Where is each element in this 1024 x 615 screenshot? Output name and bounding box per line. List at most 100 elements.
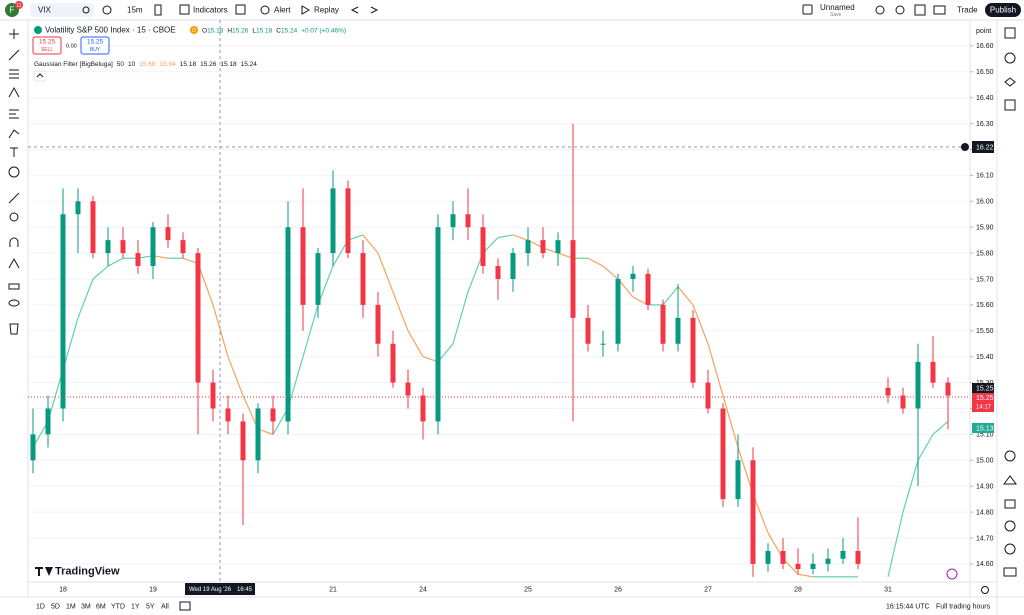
visibility-tool[interactable] [8,299,20,307]
compare-icon[interactable] [102,5,112,15]
x-tick-label: 24 [419,586,427,593]
publish-button[interactable] [985,3,1021,17]
candle-body [105,240,111,254]
x-tick-label: 25 [524,586,532,593]
candle-body [780,550,786,564]
text-tool[interactable] [10,147,18,157]
sell-button[interactable] [32,36,62,55]
layout-name[interactable]: Unnamed [820,3,855,12]
redo-icon[interactable] [370,6,379,14]
range-bar: 1D 5D 1M 3M 6M YTD 1Y 5Y All [36,603,169,610]
x-tick-label: 18 [59,586,67,593]
candle-body [615,278,621,344]
ideas-icon[interactable] [1003,475,1017,485]
trash-tool[interactable] [9,323,19,335]
candle-body [480,227,486,267]
templates-icon[interactable] [235,4,246,15]
last-price: 15.25 [976,385,994,392]
filter-value: 15.13 [976,425,994,432]
candle-body [810,563,816,570]
y-tick-label: 15.60 [976,302,994,309]
alert-button[interactable]: Alert [274,6,291,15]
objects-icon[interactable] [1004,77,1016,87]
candle-body [765,550,771,564]
y-tick-label: 15.40 [976,354,994,361]
session[interactable]: Full trading hours [936,603,991,610]
fib-tool[interactable] [9,69,19,79]
help-icon[interactable] [1004,520,1016,532]
snapshot-icon[interactable] [933,5,946,15]
candle-body [165,227,171,241]
range-button[interactable]: 1D [36,603,45,610]
event-icon[interactable] [946,568,958,580]
brush-tool[interactable] [8,129,20,139]
undo-icon[interactable] [350,6,359,14]
avatar-letter: F [10,6,15,15]
indicators-button[interactable]: Indicators [193,6,228,15]
range-button[interactable]: 6M [96,603,106,610]
goto-date-icon[interactable] [179,601,191,611]
candle-body [690,317,696,383]
alerts-icon[interactable] [1004,52,1016,64]
watchlist-icon[interactable] [1004,27,1016,39]
buy-button[interactable] [80,36,110,55]
trendline-tool[interactable] [8,49,20,61]
filter-value-box [972,423,994,433]
publish-label: Publish [990,6,1016,15]
candle-body [75,201,81,215]
save-label[interactable]: Save [830,12,842,18]
indicators-icon[interactable] [179,4,190,15]
settings-icon[interactable] [895,5,905,15]
symbol-search[interactable] [30,3,94,17]
candle-body [660,304,666,344]
calendar-icon[interactable] [1004,450,1016,462]
replay-button[interactable]: Replay [314,6,339,15]
range-button[interactable]: YTD [111,603,125,610]
fullscreen-icon[interactable] [914,4,926,16]
filter-segment [902,460,919,513]
hotlist-icon[interactable] [1003,567,1017,577]
candle-body [915,361,921,409]
collapse-button[interactable] [33,70,47,82]
emoji-tool[interactable] [8,166,20,178]
buy-label: BUY [90,47,101,53]
layout-icon[interactable] [802,4,813,15]
y-tick-label: 14.60 [976,561,994,568]
range-button[interactable]: 5Y [146,603,155,610]
notes-icon[interactable] [1004,99,1016,111]
zoom-tool[interactable] [9,212,19,222]
pattern-tool[interactable] [8,86,20,98]
hide-tool[interactable] [8,283,20,290]
range-button[interactable]: 1Y [131,603,140,610]
replay-icon[interactable] [301,5,311,15]
chat-icon[interactable] [1004,499,1016,509]
filter-segment [707,343,724,396]
alert-icon[interactable] [260,5,270,15]
crosshair-tool[interactable] [9,29,19,39]
chart-type-icon[interactable] [154,4,162,16]
last-price-box [972,383,994,393]
y-tick-label: 15.90 [976,225,994,232]
indicator-legend: Gaussian Filter [BigBeluga] 50 10 15.68 15.9… [34,61,257,68]
trade-button[interactable]: Trade [957,6,978,15]
magnet-tool[interactable] [9,237,19,247]
range-button[interactable]: 1M [66,603,76,610]
range-button[interactable]: 5D [51,603,60,610]
candle-body [525,240,531,254]
eye-icon[interactable] [82,6,90,14]
y-tick-label: 15.00 [976,458,994,465]
forecast-tool[interactable] [9,109,19,119]
range-button[interactable]: 3M [81,603,91,610]
streams-icon[interactable] [1004,543,1016,555]
ruler-tool[interactable] [8,192,20,204]
interval[interactable]: 15m [127,6,143,15]
candle-body [750,460,756,564]
indicator-value: 15.94 [160,61,177,68]
range-button[interactable]: All [161,603,169,610]
crosshair-time: 16:45 [237,587,253,593]
lock-tool[interactable] [8,257,20,269]
candle-body [120,240,126,254]
search-icon[interactable] [875,5,885,15]
axis-settings[interactable] [981,586,989,594]
